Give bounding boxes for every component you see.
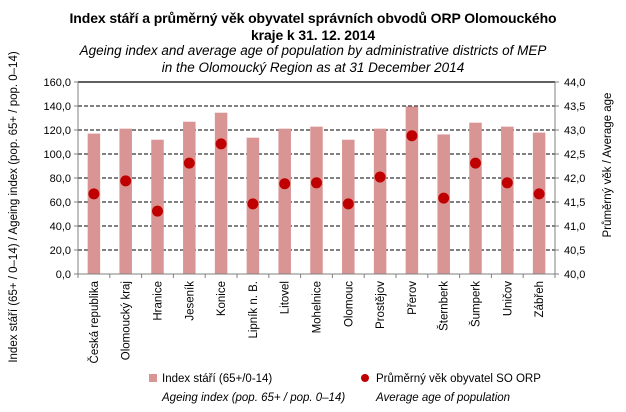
bar	[183, 121, 196, 274]
right-axis-label: Průměrný věk / Average age	[602, 93, 614, 238]
data-point	[120, 175, 132, 187]
chart-subtitle-line-2: in the Olomoucký Region as at 31 Decembe…	[161, 60, 465, 75]
category-label: Zábřeh	[534, 281, 546, 317]
left-tick-label: 160,0	[43, 77, 71, 89]
legend-dot-label: Průměrný věk obyvatel SO ORP	[376, 373, 541, 385]
data-point	[247, 198, 259, 210]
right-tick-label: 44,0	[564, 77, 585, 89]
data-point	[342, 198, 354, 210]
bar	[437, 134, 450, 274]
legend-dot-swatch	[361, 374, 369, 382]
left-tick-label: 120,0	[43, 125, 71, 137]
category-label: Olomouc	[343, 281, 355, 327]
category-label: Jeseník	[184, 281, 196, 321]
bar	[310, 126, 323, 274]
chart-subtitle: Ageing index and average age of populati…	[0, 42, 626, 76]
bar	[405, 106, 419, 274]
category-label: Hranice	[153, 281, 165, 321]
chart-title-line-1: Index stáří a průměrný věk obyvatel sprá…	[69, 10, 557, 26]
bar	[214, 112, 228, 274]
right-tick-label: 41,5	[564, 197, 585, 209]
bar	[501, 126, 514, 274]
right-tick-label: 42,0	[564, 173, 585, 185]
bar	[119, 128, 132, 274]
left-axis-label: Index stáří (65+ / 0–14) / Ageing index …	[8, 51, 20, 363]
legend-bar-label: Index stáří (65+/0-14)	[162, 373, 272, 385]
data-point	[406, 130, 418, 142]
left-tick-label: 20,0	[50, 245, 71, 257]
category-label: Česká republika	[88, 280, 101, 363]
left-tick-label: 140,0	[43, 101, 71, 113]
legend-bar-label-en: Ageing index (pop. 65+ / pop. 0–14)	[161, 392, 345, 404]
category-label: Mohelnice	[312, 281, 324, 333]
data-point	[311, 177, 322, 189]
legend: Index stáří (65+/0-14) Ageing index (pop…	[149, 373, 541, 404]
category-label: Litovel	[280, 281, 292, 314]
dot-series	[88, 130, 545, 217]
category-label: Prostějov	[375, 281, 387, 329]
bar	[278, 128, 291, 274]
data-point	[279, 178, 291, 190]
bar-series	[87, 106, 546, 275]
left-axis-ticks: 0,0 20,0 40,0 60,0 80,0 100,0 120,0 140,0 160,0	[43, 77, 78, 281]
left-tick-label: 100,0	[43, 149, 71, 161]
left-tick-label: 60,0	[50, 197, 71, 209]
category-labels: Česká republika Olomoucký kraj Hranice Jese…	[88, 280, 546, 363]
bar	[532, 132, 546, 274]
chart-title-line-2: kraje k 31. 12. 2014	[250, 27, 376, 43]
category-label: Šumperk	[470, 281, 483, 327]
right-axis-ticks: 40,0 40,5 41,0 41,5 42,0 42,5 43,0 43,5 44,0	[555, 77, 585, 281]
category-label: Lipník n. B.	[248, 281, 260, 339]
chart-title: Index stáří a průměrný věk obyvatel sprá…	[0, 10, 626, 44]
right-tick-label: 40,5	[564, 245, 585, 257]
data-point	[438, 192, 450, 204]
right-tick-label: 40,0	[564, 269, 585, 281]
chart-subtitle-line-1: Ageing index and average age of populati…	[79, 43, 547, 58]
data-point	[215, 138, 227, 150]
right-tick-label: 41,0	[564, 221, 585, 233]
data-point	[533, 188, 545, 200]
left-tick-label: 0,0	[56, 269, 71, 281]
left-tick-label: 80,0	[50, 173, 71, 185]
bar	[373, 128, 387, 274]
bar	[87, 133, 101, 274]
category-label: Šternberk	[438, 281, 451, 331]
data-point	[88, 188, 100, 200]
right-tick-label: 43,5	[564, 101, 585, 113]
data-point	[501, 177, 513, 189]
data-point	[470, 157, 481, 169]
legend-dot-label-en: Average age of population	[375, 392, 510, 404]
right-tick-label: 42,5	[564, 149, 585, 161]
legend-bar-swatch	[149, 374, 157, 382]
data-point	[183, 157, 195, 169]
category-label: Uničov	[502, 281, 514, 316]
bar	[469, 122, 482, 275]
category-label: Přerov	[407, 281, 419, 315]
left-tick-label: 40,0	[50, 221, 71, 233]
category-label: Konice	[216, 281, 228, 316]
data-point	[152, 205, 163, 217]
data-point	[374, 171, 386, 183]
category-label: Olomoucký kraj	[121, 281, 133, 360]
right-tick-label: 43,0	[564, 125, 585, 137]
